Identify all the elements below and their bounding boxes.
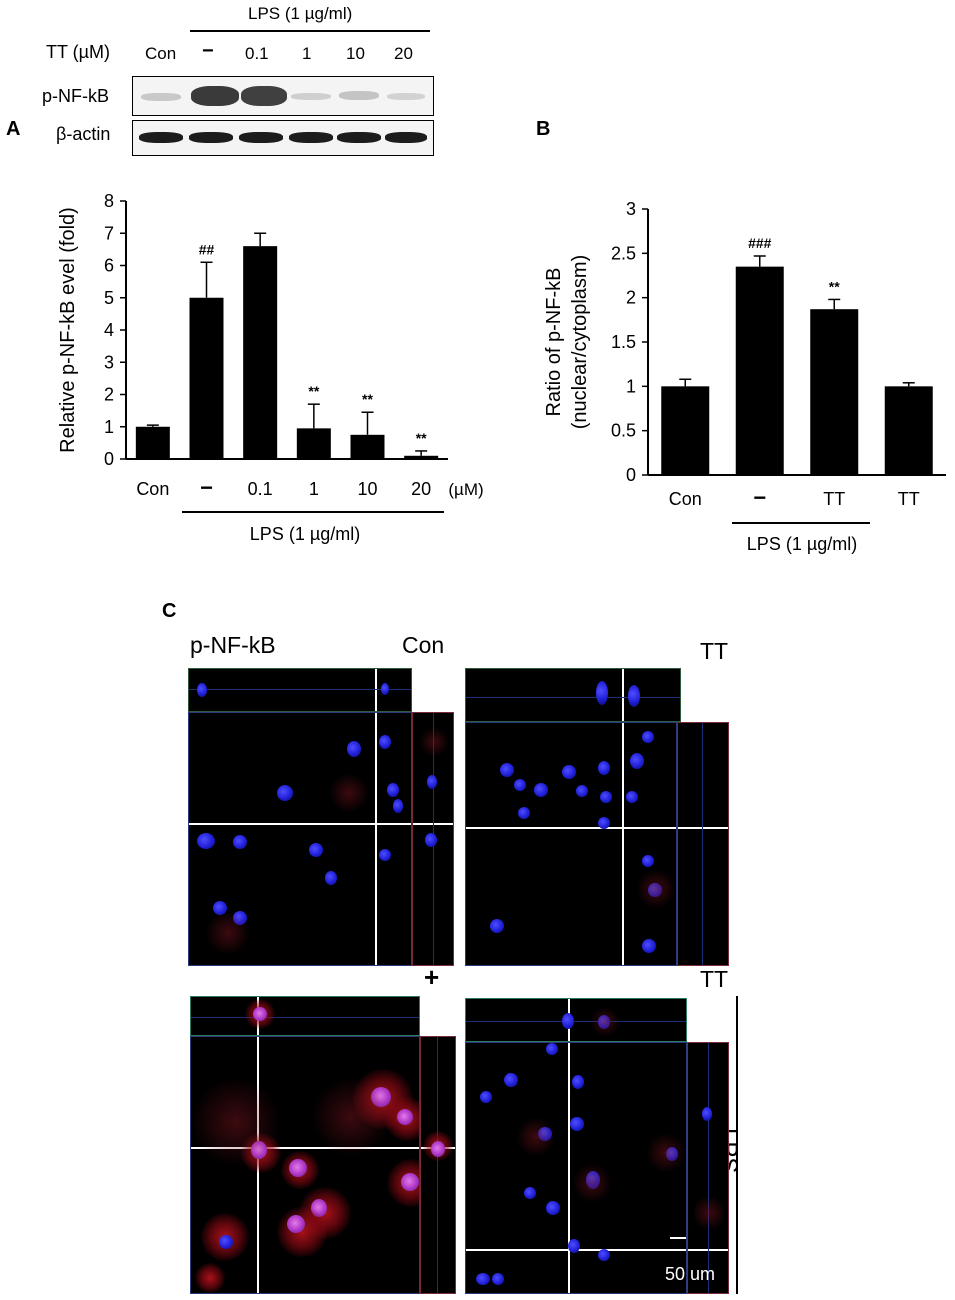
blot-band [239, 132, 283, 143]
micro-lps-xy [190, 1036, 420, 1294]
scale-bar-label: 50 um [665, 1264, 716, 1284]
significance-label: ** [308, 383, 319, 399]
tt-label-top: TT [700, 638, 729, 664]
y-tick-label: 5 [104, 288, 114, 308]
y-tick-label: 1 [104, 417, 114, 437]
micro-con-xy [188, 712, 412, 966]
category-label: TT [823, 489, 845, 509]
stain-label: p-NF-kB [190, 632, 276, 658]
blot-band [191, 86, 239, 106]
blot-band [289, 132, 333, 143]
category-label: − [200, 475, 213, 500]
blot-band [385, 132, 427, 143]
micro-lps-xz [190, 996, 420, 1036]
bar [661, 386, 710, 475]
blot-band [139, 132, 183, 143]
micro-tt-xy [465, 722, 677, 966]
blot-band [241, 86, 287, 106]
blot-band [339, 91, 379, 100]
y-tick-label: 6 [104, 256, 114, 276]
micro-lps-yz [420, 1036, 456, 1294]
blot-lane-label: 10 [346, 44, 365, 63]
tt-label-bottom: TT [700, 966, 729, 992]
category-label: 0.1 [248, 479, 273, 499]
lps-group-label: LPS (1 µg/ml) [747, 534, 857, 554]
blot-band [189, 132, 233, 143]
blot-tt-label: TT (µM) [46, 42, 111, 62]
category-label: − [753, 485, 766, 510]
lps-group-label: LPS (1 µg/ml) [250, 524, 360, 544]
blot-lane-label: 20 [394, 44, 413, 63]
y-tick-label: 3 [626, 199, 636, 219]
blot-row-label-actin: β-actin [56, 124, 111, 144]
micro-con-xz [188, 668, 412, 712]
blot-band [337, 132, 381, 143]
blot-lps-label: LPS (1 µg/ml) [248, 4, 353, 23]
y-tick-label: 8 [104, 191, 114, 211]
significance-label: ** [829, 278, 840, 294]
bar [243, 246, 278, 459]
bar [810, 309, 859, 475]
y-axis-label: Relative p-NF-kB evel (fold) [57, 207, 79, 453]
bar [735, 266, 784, 475]
significance-label: ## [199, 241, 215, 257]
bar [884, 386, 933, 475]
chart-a: 0 1 2 3 4 5 6 7 8 Con ## − 0.1 ** 1 ** 10 ** 20 Relative p-… [57, 191, 484, 544]
category-label: TT [898, 489, 920, 509]
blot-pnfkb-strip [132, 76, 434, 116]
category-label: 1 [309, 479, 319, 499]
blot-lane-label: 1 [302, 44, 312, 63]
blot-row-label-pnfkb: p-NF-kB [42, 86, 109, 106]
significance-label: ** [362, 391, 373, 407]
category-label: 20 [411, 479, 431, 499]
blot-lps-line [190, 30, 430, 32]
bar [189, 297, 224, 459]
micro-lpstt-yz [687, 1042, 729, 1294]
y-tick-label: 2.5 [611, 243, 636, 263]
bar [350, 434, 385, 459]
y-tick-label: 1.5 [611, 332, 636, 352]
y-tick-label: 4 [104, 320, 114, 340]
micro-lpstt-xz [465, 998, 687, 1042]
category-label: Con [136, 479, 169, 499]
y-axis-label-line2: (nuclear/cytoplasm) [569, 255, 591, 430]
significance-label: ### [748, 235, 772, 251]
y-tick-label: 0.5 [611, 421, 636, 441]
bar [135, 426, 170, 459]
blot-lane-label: − [202, 40, 214, 62]
blot-actin-strip [132, 120, 434, 156]
y-tick-label: 3 [104, 352, 114, 372]
con-label: Con [402, 632, 445, 658]
micro-tt-xz [465, 668, 681, 722]
y-tick-label: 2 [104, 385, 114, 405]
y-tick-label: 0 [104, 449, 114, 469]
micro-con-yz [412, 712, 454, 966]
panel-label-c: C [162, 600, 177, 622]
significance-label: ** [416, 430, 427, 446]
scale-bar-line [670, 1237, 686, 1239]
micro-tt-yz [677, 722, 729, 966]
y-tick-label: 2 [626, 288, 636, 308]
panel-label-b: B [536, 118, 551, 140]
panel-label-a: A [6, 118, 21, 140]
blot-lane-label: Con [145, 44, 177, 63]
chart-b: 0 0.5 1 1.5 2 2.5 3 Con ### − ** TT TT Ratio of p-NF-… [543, 199, 946, 554]
category-label: 10 [357, 479, 377, 499]
blot-band [387, 93, 425, 100]
bar [404, 455, 439, 459]
lps-bracket-line [736, 996, 738, 1294]
x-unit-label: (µM) [448, 480, 483, 499]
micro-lpstt-xy [465, 1042, 687, 1294]
blot-band [141, 93, 181, 101]
y-tick-label: 0 [626, 465, 636, 485]
plus-label: + [424, 962, 440, 992]
blot-band [291, 93, 331, 100]
category-label: Con [669, 489, 702, 509]
y-axis-label-line1: Ratio of p-NF-kB [543, 268, 565, 417]
bar [296, 428, 331, 459]
y-tick-label: 1 [626, 376, 636, 396]
y-tick-label: 7 [104, 223, 114, 243]
blot-lane-label: 0.1 [245, 44, 269, 63]
